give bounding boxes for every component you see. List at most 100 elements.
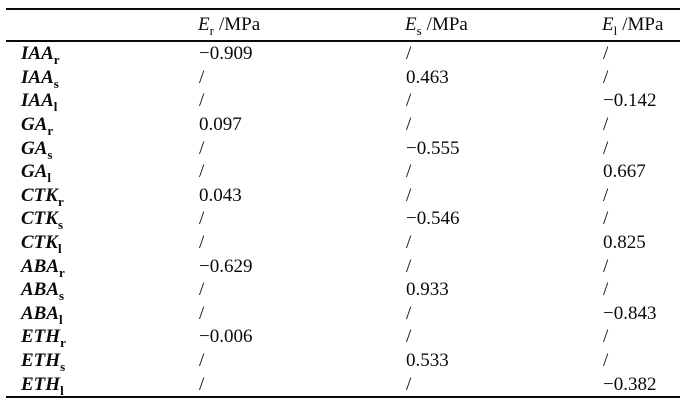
row-label-base: CTK	[21, 232, 58, 254]
row-label: IAAr	[6, 41, 198, 66]
row-label-subscript: s	[53, 75, 59, 91]
table-row: CTKl //0.825	[6, 231, 680, 255]
row-label-subscript: r	[47, 122, 54, 138]
row-label-subscript: l	[60, 382, 64, 398]
value-cell: −0.629	[199, 255, 253, 277]
value-cell: /	[199, 302, 205, 324]
row-label-subscript: r	[57, 193, 64, 209]
row-label: CTKs	[6, 207, 198, 231]
row-label: CTKr	[6, 184, 198, 208]
row-label-base: ETH	[21, 326, 61, 348]
value-cell: /	[199, 161, 205, 183]
header-symbol: E	[405, 14, 417, 35]
value-cell: /	[199, 137, 205, 159]
header-cell-es: Es/MPa	[405, 9, 602, 42]
value-cell: /	[199, 279, 205, 301]
table-row: GAs / −0.555/	[6, 136, 680, 162]
value-cell: /	[406, 90, 412, 112]
table-row: IAAr −0.909 / /	[6, 41, 680, 66]
value-cell: 0.533	[406, 350, 449, 372]
row-label-base: IAA	[21, 90, 54, 112]
row-label: GAr	[6, 113, 198, 137]
value-cell: −0.382	[603, 373, 657, 395]
row-label: CTKl	[6, 231, 198, 255]
row-label: ETHs	[6, 349, 198, 373]
header-row: Er/MPa Es/MPa El/MPa	[6, 9, 680, 42]
table-row: CTKr 0.043//	[6, 184, 680, 208]
value-cell: −0.006	[199, 326, 253, 348]
modulus-correlation-table: Er/MPa Es/MPa El/MPa IAAr −0.909// IAAs/0.…	[6, 8, 680, 398]
value-cell: /	[406, 302, 412, 324]
row-label-subscript: s	[59, 288, 65, 304]
value-cell: /	[199, 208, 205, 230]
row-label-subscript: l	[47, 170, 52, 186]
table-row: ETHr −0.006 / /	[6, 325, 680, 349]
value-cell: /	[199, 373, 205, 395]
table-body: IAAr −0.909// IAAs/0.463/IAAl / / −0.142 GAr 0.…	[6, 41, 680, 397]
row-label: ABAs	[6, 278, 198, 302]
row-label-subscript: r	[59, 264, 65, 280]
value-cell: /	[603, 326, 609, 348]
value-cell: /	[603, 137, 609, 159]
header-cell-el: El/MPa	[602, 9, 680, 42]
row-label-base: IAA	[21, 66, 54, 88]
value-cell: /	[603, 114, 609, 136]
table-row: ABAl / / −0.843	[6, 302, 680, 326]
value-cell: /	[603, 350, 609, 372]
row-label-subscript: r	[53, 52, 60, 68]
value-cell: −0.555	[406, 137, 460, 159]
value-cell: /	[406, 43, 412, 65]
value-cell: /	[603, 255, 609, 277]
table-row: ETHl / / −0.382	[6, 372, 680, 397]
row-label-subscript: l	[53, 99, 58, 115]
row-label-subscript: s	[60, 358, 66, 374]
value-cell: −0.142	[603, 90, 657, 112]
row-label-base: GA	[21, 137, 48, 159]
row-label-base: ABA	[21, 279, 60, 301]
header-subscript: r	[209, 22, 214, 38]
row-label-base: CTK	[21, 184, 58, 206]
header-subscript: s	[416, 22, 422, 38]
header-symbol: E	[602, 14, 614, 35]
row-label-base: ETH	[21, 350, 61, 372]
value-cell: /	[406, 114, 412, 136]
row-label-base: GA	[21, 161, 48, 183]
value-cell: 0.825	[603, 232, 646, 254]
row-label-subscript: l	[59, 311, 63, 327]
row-label-subscript: r	[60, 335, 66, 351]
row-label: IAAl	[6, 89, 198, 113]
row-label: IAAs	[6, 66, 198, 90]
value-cell: /	[603, 184, 609, 206]
value-cell: 0.667	[603, 161, 646, 183]
header-symbol: E	[198, 14, 210, 35]
table-row: CTKs / −0.546/	[6, 207, 680, 231]
value-cell: /	[406, 184, 412, 206]
value-cell: /	[406, 232, 412, 254]
table-row: GAr 0.097//	[6, 113, 680, 137]
value-cell: /	[406, 255, 412, 277]
row-label-base: GA	[21, 114, 48, 136]
header-cell-er: Er/MPa	[198, 9, 405, 42]
value-cell: /	[199, 350, 205, 372]
row-label-base: ETH	[21, 373, 61, 395]
row-label-base: ABA	[21, 302, 60, 324]
value-cell: /	[603, 66, 609, 88]
row-label: GAs	[6, 136, 198, 162]
table-row: IAAl / / −0.142	[6, 89, 680, 113]
value-cell: /	[603, 43, 609, 65]
row-label-base: CTK	[21, 208, 58, 230]
value-cell: −0.546	[406, 208, 460, 230]
value-cell: 0.097	[199, 114, 242, 136]
row-label: ABAl	[6, 302, 198, 326]
value-cell: −0.909	[199, 43, 253, 65]
header-subscript: l	[613, 22, 618, 38]
value-cell: /	[406, 326, 412, 348]
value-cell: /	[199, 90, 205, 112]
table-row: ABAr −0.629//	[6, 254, 680, 280]
value-cell: /	[603, 279, 609, 301]
row-label: GAl	[6, 160, 198, 184]
value-cell: /	[603, 208, 609, 230]
row-label-subscript: s	[47, 146, 53, 162]
